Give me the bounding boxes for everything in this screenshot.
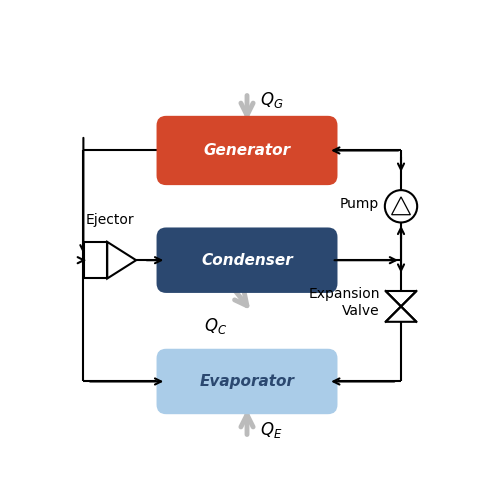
FancyBboxPatch shape xyxy=(157,349,337,414)
Polygon shape xyxy=(392,197,411,214)
Circle shape xyxy=(385,190,417,222)
Text: $Q_E$: $Q_E$ xyxy=(260,420,283,440)
Bar xyxy=(84,242,107,279)
Polygon shape xyxy=(107,242,136,279)
Text: $Q_G$: $Q_G$ xyxy=(260,90,284,110)
Text: Pump: Pump xyxy=(340,198,379,211)
Polygon shape xyxy=(386,306,416,322)
Text: Condenser: Condenser xyxy=(201,252,293,268)
Text: Evaporator: Evaporator xyxy=(199,374,295,389)
Text: Expansion
Valve: Expansion Valve xyxy=(308,288,380,318)
Polygon shape xyxy=(386,291,416,306)
FancyBboxPatch shape xyxy=(157,116,337,185)
Text: Generator: Generator xyxy=(203,143,291,158)
FancyBboxPatch shape xyxy=(157,228,337,293)
Text: Ejector: Ejector xyxy=(86,212,135,226)
Text: $Q_C$: $Q_C$ xyxy=(204,316,227,336)
